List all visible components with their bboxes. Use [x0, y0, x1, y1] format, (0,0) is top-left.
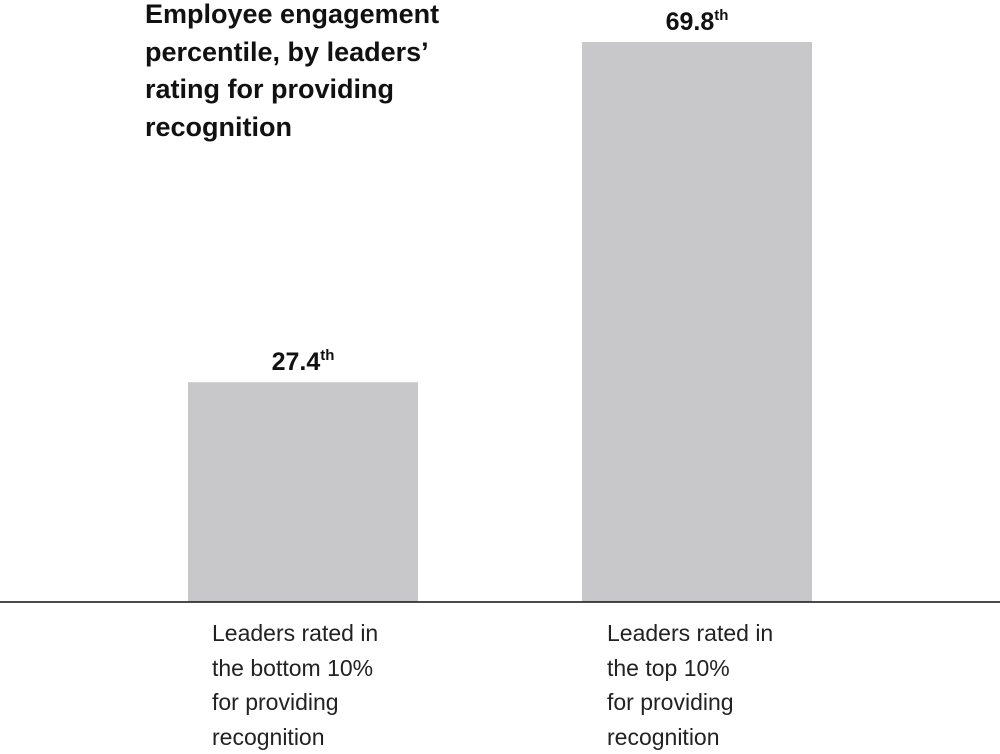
- value-label: 27.4th: [272, 347, 335, 376]
- category-label: Leaders rated in the top 10% for providi…: [607, 620, 774, 750]
- chart-title: Employee engagement percentile, by leade…: [145, 0, 440, 142]
- category-label: Leaders rated in the bottom 10% for prov…: [212, 620, 379, 750]
- bar: [582, 42, 812, 602]
- value-label: 69.8th: [666, 7, 729, 36]
- bar: [188, 382, 418, 602]
